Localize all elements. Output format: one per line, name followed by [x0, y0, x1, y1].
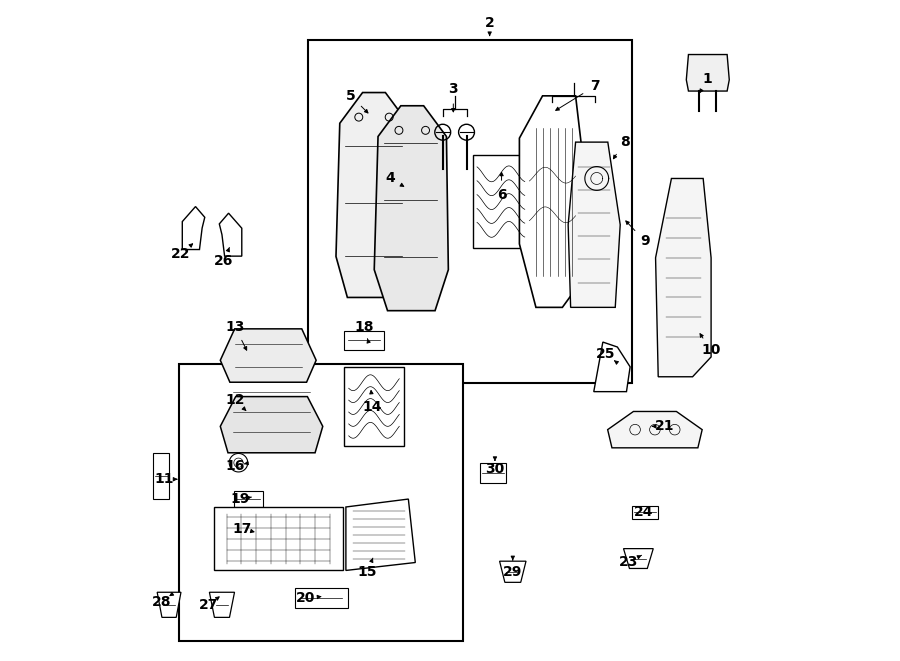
Text: 27: 27	[199, 598, 219, 612]
PathPatch shape	[687, 55, 729, 91]
Text: 22: 22	[171, 247, 190, 262]
PathPatch shape	[608, 411, 702, 448]
Text: 2: 2	[485, 16, 494, 30]
Text: 11: 11	[155, 472, 175, 486]
PathPatch shape	[472, 155, 529, 248]
Text: 7: 7	[590, 79, 600, 93]
Text: 24: 24	[634, 505, 653, 520]
PathPatch shape	[233, 490, 264, 508]
PathPatch shape	[220, 329, 316, 382]
Text: 15: 15	[357, 564, 377, 579]
Text: 12: 12	[225, 393, 245, 407]
Text: 23: 23	[619, 555, 638, 569]
PathPatch shape	[344, 367, 404, 446]
PathPatch shape	[632, 506, 658, 519]
Text: 21: 21	[655, 419, 675, 434]
Text: 30: 30	[485, 462, 505, 477]
Text: 8: 8	[619, 135, 629, 149]
PathPatch shape	[655, 178, 711, 377]
PathPatch shape	[220, 213, 242, 256]
Text: 3: 3	[448, 82, 458, 97]
PathPatch shape	[480, 463, 506, 483]
PathPatch shape	[210, 592, 235, 617]
Text: 14: 14	[363, 399, 382, 414]
Text: 6: 6	[497, 188, 507, 202]
Text: 1: 1	[703, 72, 713, 87]
PathPatch shape	[374, 106, 448, 311]
Bar	[308, 40, 632, 383]
PathPatch shape	[519, 96, 586, 307]
Text: 17: 17	[232, 522, 251, 536]
PathPatch shape	[624, 549, 653, 568]
Text: 16: 16	[226, 459, 245, 473]
PathPatch shape	[568, 142, 620, 307]
Text: 4: 4	[385, 171, 395, 186]
Text: 9: 9	[640, 234, 650, 249]
Text: 18: 18	[355, 320, 374, 334]
PathPatch shape	[153, 453, 169, 499]
PathPatch shape	[183, 206, 205, 249]
PathPatch shape	[336, 93, 412, 297]
PathPatch shape	[158, 592, 181, 617]
Bar	[179, 364, 464, 641]
Text: 25: 25	[596, 346, 615, 361]
Text: 28: 28	[151, 594, 171, 609]
Text: 29: 29	[503, 564, 523, 579]
Text: 20: 20	[296, 591, 316, 605]
Text: 19: 19	[230, 492, 249, 506]
PathPatch shape	[294, 588, 347, 608]
PathPatch shape	[344, 330, 384, 350]
Text: 5: 5	[346, 89, 356, 103]
PathPatch shape	[346, 499, 415, 570]
Bar	[213, 508, 343, 570]
PathPatch shape	[594, 342, 630, 391]
PathPatch shape	[220, 397, 323, 453]
Text: 26: 26	[214, 254, 234, 268]
PathPatch shape	[500, 561, 526, 582]
Text: 13: 13	[226, 320, 245, 334]
Text: 10: 10	[701, 343, 721, 358]
